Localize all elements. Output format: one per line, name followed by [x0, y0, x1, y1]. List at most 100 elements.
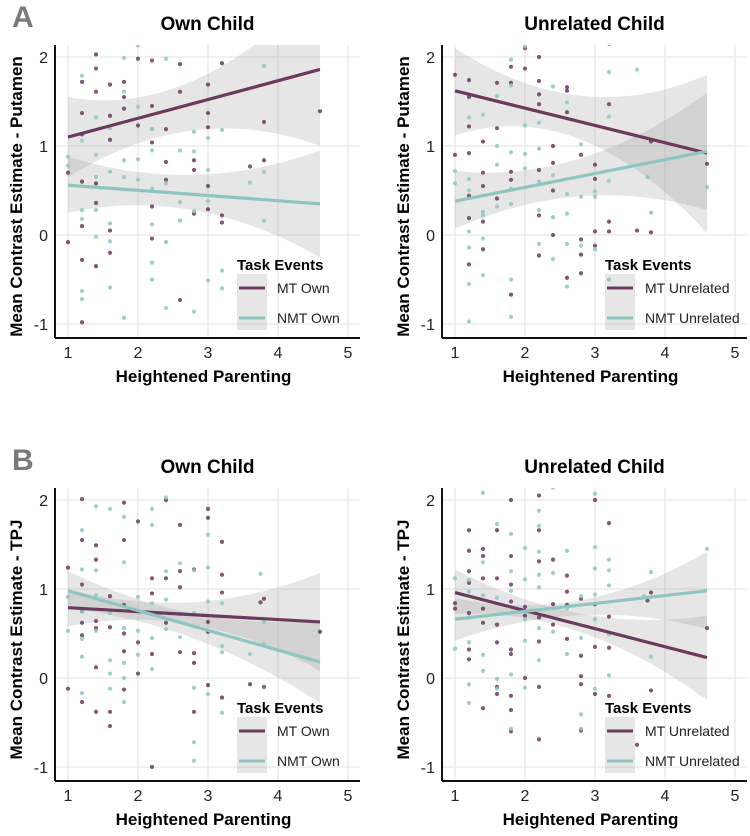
data-point-nmt — [480, 272, 486, 278]
y-tick-label: 1 — [426, 582, 435, 599]
data-point-nmt — [578, 243, 584, 248]
data-point-nmt — [135, 628, 141, 633]
data-point-nmt — [79, 138, 85, 143]
data-point-mt — [592, 691, 598, 697]
data-point-mt — [135, 671, 141, 676]
data-point-nmt — [550, 173, 556, 178]
data-point-mt — [149, 236, 155, 241]
data-point-nmt — [261, 619, 267, 625]
data-point-mt — [219, 590, 225, 595]
data-point-nmt — [149, 260, 155, 265]
data-point-nmt — [550, 84, 556, 89]
data-point-nmt — [508, 314, 514, 319]
data-point-mt — [121, 649, 127, 654]
data-point-nmt — [606, 583, 612, 588]
data-point-mt — [480, 706, 486, 711]
data-point-mt — [317, 629, 323, 634]
data-point-nmt — [606, 568, 612, 573]
data-point-nmt — [606, 673, 612, 678]
data-point-mt — [93, 264, 99, 269]
y-axis-label: Mean Contrast Estimate - Putamen — [7, 56, 26, 337]
data-point-nmt — [606, 178, 612, 183]
data-point-nmt — [79, 216, 85, 222]
data-point-nmt — [522, 45, 528, 49]
data-point-mt — [550, 232, 556, 238]
data-point-nmt — [606, 277, 612, 282]
panel-title: Own Child — [161, 14, 255, 35]
data-point-nmt — [494, 686, 500, 691]
data-point-mt — [107, 709, 113, 714]
data-point-nmt — [149, 148, 155, 153]
data-point-nmt — [79, 296, 85, 302]
data-point-nmt — [536, 241, 542, 246]
data-point-nmt — [163, 305, 169, 311]
data-point-nmt — [592, 686, 598, 691]
data-point-mt — [219, 572, 225, 577]
data-point-nmt — [550, 256, 556, 262]
data-point-mt — [205, 683, 211, 688]
data-point-mt — [121, 631, 127, 636]
data-point-nmt — [93, 593, 99, 598]
legend-label-mt: MT Own — [277, 723, 330, 739]
data-point-nmt — [522, 577, 528, 582]
data-point-nmt — [163, 569, 169, 574]
data-point-mt — [107, 137, 113, 142]
data-point-mt — [205, 619, 211, 625]
data-point-mt — [536, 559, 542, 564]
legend-label-mt: MT Unrelated — [645, 723, 730, 739]
data-point-mt — [149, 651, 155, 657]
data-point-nmt — [592, 545, 598, 550]
data-point-nmt — [149, 126, 155, 132]
legend: Task Events MT Own NMT Own — [237, 700, 340, 773]
y-tick-label: -1 — [421, 760, 435, 777]
data-point-nmt — [592, 617, 598, 622]
x-tick-label: 5 — [344, 345, 353, 362]
data-point-nmt — [219, 650, 225, 655]
legend-label-nmt: NMT Unrelated — [645, 310, 740, 326]
data-point-nmt — [564, 191, 570, 197]
data-point-nmt — [205, 167, 211, 173]
data-point-nmt — [177, 634, 183, 640]
data-point-mt — [634, 228, 640, 233]
data-point-mt — [494, 80, 500, 85]
panel-label-b: B — [12, 444, 34, 477]
data-point-mt — [564, 110, 570, 115]
data-point-nmt — [466, 188, 472, 193]
data-point-mt — [508, 64, 514, 69]
y-tick-label: 0 — [39, 228, 48, 245]
data-point-mt — [480, 247, 486, 252]
data-point-mt — [508, 582, 514, 587]
data-point-nmt — [135, 104, 141, 109]
data-point-nmt — [536, 146, 542, 151]
data-point-mt — [247, 682, 253, 687]
data-point-mt — [494, 640, 500, 645]
data-point-nmt — [578, 594, 584, 599]
data-point-mt — [149, 204, 155, 209]
confidence-band-nmt — [68, 150, 320, 258]
data-point-nmt — [452, 646, 458, 651]
data-point-nmt — [177, 199, 183, 205]
data-point-nmt — [177, 561, 183, 566]
data-point-mt — [480, 170, 486, 175]
data-point-mt — [466, 78, 472, 83]
data-point-mt — [177, 89, 183, 94]
data-point-nmt — [107, 610, 113, 616]
data-point-nmt — [261, 218, 267, 223]
data-point-mt — [592, 243, 598, 248]
data-point-nmt — [634, 67, 640, 72]
data-point-nmt — [578, 712, 584, 717]
data-point-mt — [536, 253, 542, 258]
data-point-nmt — [177, 148, 183, 153]
data-point-mt — [79, 582, 85, 587]
x-axis-label: Heightened Parenting — [116, 810, 292, 829]
data-point-mt — [65, 565, 71, 570]
y-tick-label: -1 — [34, 317, 48, 334]
data-point-nmt — [704, 546, 710, 552]
x-tick-label: 2 — [521, 345, 530, 362]
fit-line-nmt — [454, 589, 708, 621]
fit-line-mt — [454, 89, 708, 155]
data-point-nmt — [508, 83, 514, 88]
data-point-mt — [258, 600, 263, 605]
x-tick-label: 3 — [204, 788, 213, 805]
legend-title: Task Events — [237, 700, 323, 717]
